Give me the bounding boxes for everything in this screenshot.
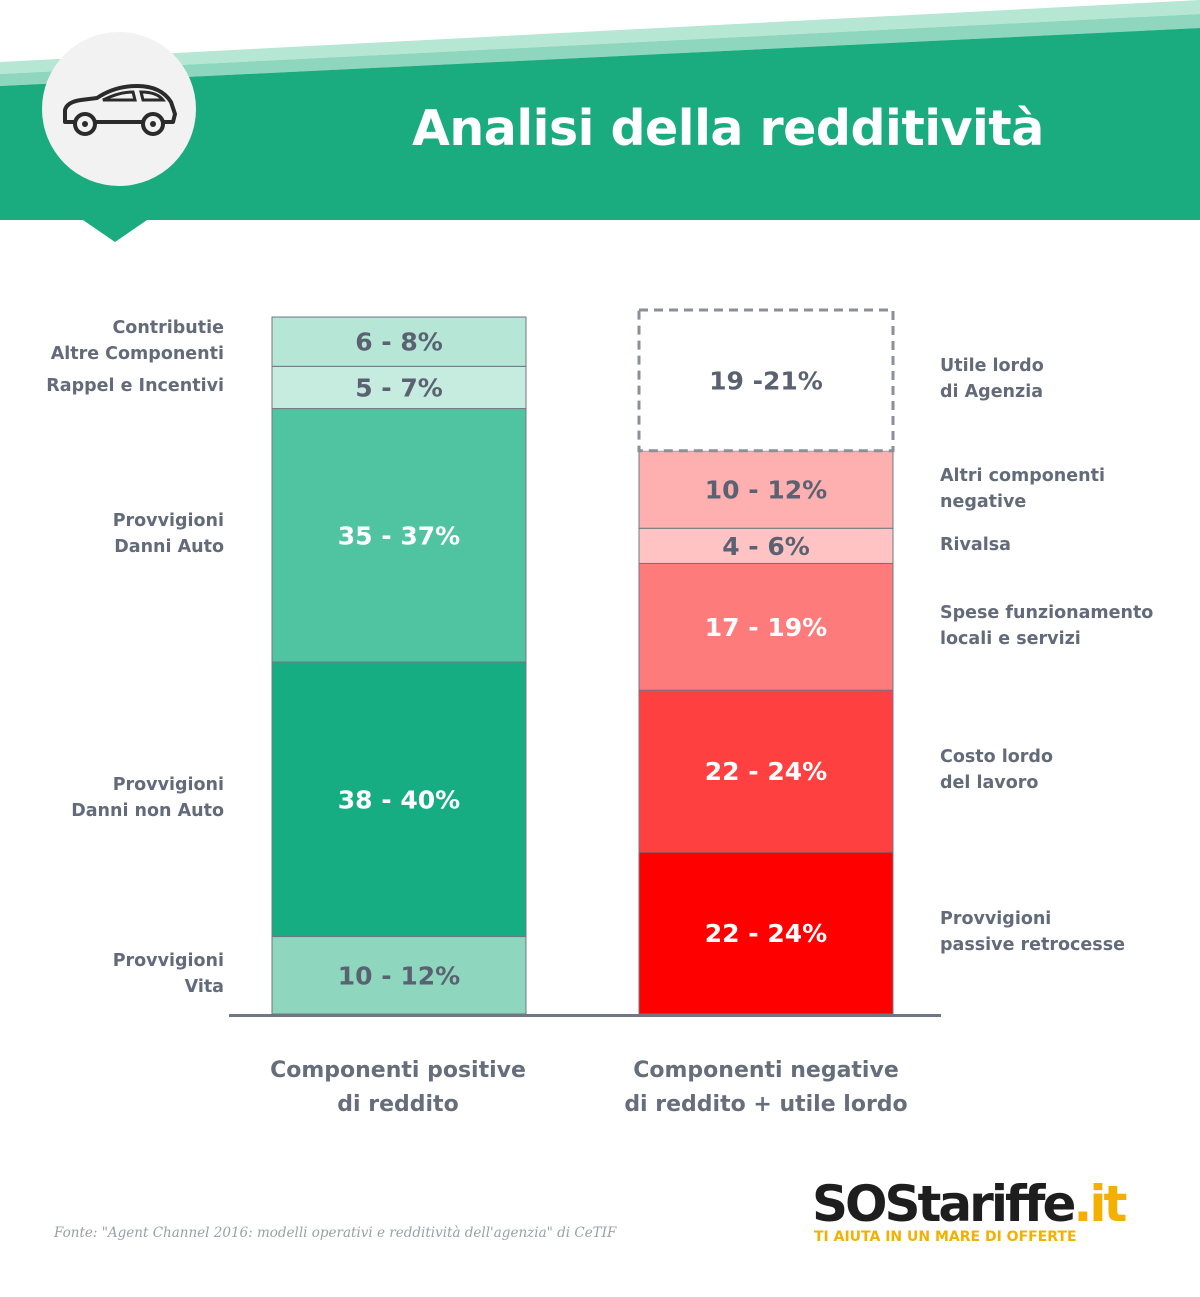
segment-name-label: Provvigioni passive retrocesse — [940, 909, 1125, 956]
segment-value-label: 35 - 37% — [338, 521, 460, 550]
segment-name-label: Altri componenti negative — [940, 465, 1105, 512]
header-banner — [0, 0, 1200, 242]
segment-value-label: 22 - 24% — [705, 919, 827, 948]
segment-value-label: 4 - 6% — [722, 532, 810, 561]
segment-name-label: Contributie Altre Componenti — [50, 317, 224, 364]
segment-name-label: Provvigioni Vita — [112, 951, 224, 998]
segment-value-label: 19 -21% — [709, 366, 823, 395]
logo-wordmark: SOStariffe.it — [812, 1175, 1127, 1233]
bar-segment — [638, 450, 894, 529]
bar-segment — [271, 936, 527, 1015]
segment-name-label: Rappel e Incentivi — [46, 376, 224, 397]
segment-name-label: Costo lordo del lavoro — [940, 747, 1053, 794]
car-icon — [63, 84, 177, 136]
segment-name-label: Provvigioni Danni Auto — [112, 511, 224, 558]
bar-segment — [271, 316, 527, 367]
segment-value-label: 22 - 24% — [705, 757, 827, 786]
brand-logo: SOStariffe.it TI AIUTA IN UN MARE DI OFF… — [812, 1175, 1152, 1265]
bar-segment — [637, 308, 895, 453]
segment-value-label: 6 - 8% — [355, 328, 443, 357]
segment-value-label: 17 - 19% — [705, 613, 827, 642]
source-note: Fonte: "Agent Channel 2016: modelli oper… — [54, 1225, 617, 1241]
category-label-positive: Componenti positive di reddito — [270, 1058, 526, 1117]
bar-segment — [271, 661, 527, 938]
segment-name-label: Rivalsa — [940, 534, 1011, 555]
logo-tagline: TI AIUTA IN UN MARE DI OFFERTE — [814, 1229, 1077, 1245]
bar-segment — [271, 365, 527, 410]
segment-value-label: 10 - 12% — [338, 961, 460, 990]
segment-name-label: Provvigioni Danni non Auto — [71, 775, 224, 822]
segment-name-label: Spese funzionamento locali e servizi — [940, 602, 1154, 649]
bar-segment — [638, 851, 894, 1015]
bar-segment — [638, 527, 894, 564]
segment-value-label: 38 - 40% — [338, 785, 460, 814]
car-badge — [42, 32, 196, 186]
segment-value-label: 5 - 7% — [355, 373, 443, 402]
category-label-negative: Componenti negative di reddito + utile l… — [624, 1058, 908, 1117]
page-title: Analisi della redditività — [412, 100, 1044, 157]
bar-segment — [638, 562, 894, 691]
bar-segment — [638, 689, 894, 853]
segment-value-label: 10 - 12% — [705, 476, 827, 505]
bar-segment — [271, 408, 527, 663]
segment-name-label: Utile lordo di Agenzia — [940, 356, 1044, 403]
